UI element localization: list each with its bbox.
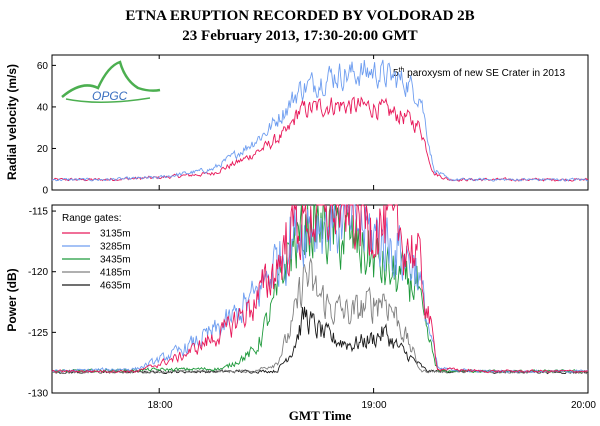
- logo-text: OPGC: [92, 89, 128, 103]
- power-series-4635m: [51, 306, 589, 375]
- velocity-series-3135m: [51, 96, 589, 182]
- power-ytick-label: -115: [29, 207, 49, 218]
- velocity-ytick-label: 0: [42, 186, 48, 197]
- velocity-ytick-label: 40: [37, 102, 49, 113]
- velocity-ytick-label: 20: [37, 144, 49, 155]
- power-ytick-label: -120: [28, 267, 48, 278]
- chart-title: ETNA ERUPTION RECORDED BY VOLDORAD 2B: [125, 8, 475, 24]
- power-series-3135m: [51, 204, 589, 374]
- chart-subtitle: 23 February 2013, 17:30-20:00 GMT: [182, 28, 418, 44]
- xtick-label: 18:00: [147, 400, 172, 411]
- legend-label-4185m: 4185m: [100, 268, 131, 279]
- power-ylabel: Power (dB): [5, 268, 19, 331]
- velocity-plot-frame: [51, 54, 589, 191]
- xtick-label: 19:00: [361, 400, 386, 411]
- opgc-logo: OPGC: [61, 60, 161, 103]
- power-ytick-label: -130: [28, 389, 48, 400]
- power-series-3285m: [51, 204, 589, 374]
- velocity-ylabel: Radial velocity (m/s): [5, 64, 19, 180]
- velocity-ytick-label: 60: [37, 61, 49, 72]
- legend-title: Range gates:: [62, 213, 122, 224]
- xtick-label: 20:00: [571, 400, 596, 411]
- x-axis-label: GMT Time: [289, 408, 352, 423]
- legend-label-3135m: 3135m: [100, 229, 131, 240]
- annotation-text: 5th paroxysm of new SE Crater in 2013: [393, 67, 565, 79]
- velocity-series-3285m: [51, 59, 589, 182]
- legend: Range gates: 3135m 3285m 3435m 4185m 4635m: [62, 213, 131, 292]
- legend-label-3285m: 3285m: [100, 242, 131, 253]
- power-ytick-label: -125: [28, 328, 48, 339]
- legend-label-3435m: 3435m: [100, 255, 131, 266]
- power-series-4185m: [51, 257, 589, 375]
- legend-label-4635m: 4635m: [100, 281, 131, 292]
